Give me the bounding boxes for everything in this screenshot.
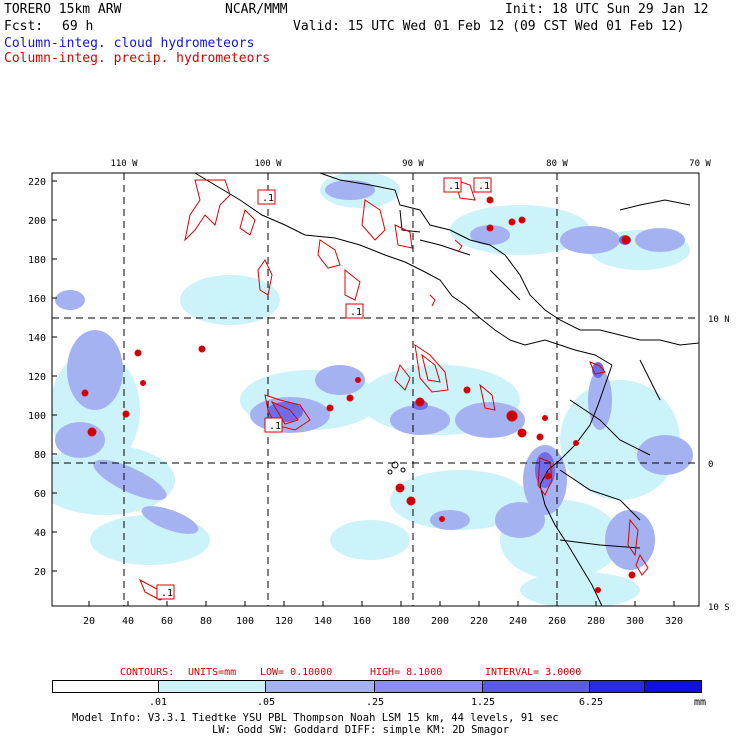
- x-tick-label: 320: [665, 616, 683, 627]
- colorbar-segment: [645, 681, 702, 692]
- colorbar: [52, 680, 702, 693]
- x-tick-label: 200: [431, 616, 449, 627]
- x-tick-label: 80: [200, 616, 212, 627]
- x-tick-label: 260: [548, 616, 566, 627]
- contour-label: .1: [478, 181, 490, 192]
- central-america-pacific-coast: [194, 172, 613, 366]
- contour-label: .1: [262, 193, 274, 204]
- colorbar-label: 1.25: [470, 697, 496, 708]
- country-border-3: [569, 399, 651, 456]
- colorbar-label: .25: [365, 697, 385, 708]
- contour-units: UNITS=mm: [188, 667, 237, 678]
- country-border-2: [489, 269, 521, 301]
- model-title: TORERO 15km ARW: [4, 2, 122, 17]
- contour-high: HIGH= 8.1000: [370, 667, 443, 678]
- lon-label: 100 W: [254, 159, 282, 169]
- galapagos-island-3: [387, 469, 393, 475]
- contour-label: .1: [448, 181, 460, 192]
- y-tick-label: 160: [28, 294, 46, 305]
- contour-label: .1: [350, 307, 362, 318]
- axis-ticks: [52, 180, 675, 606]
- contour-label: .1: [161, 588, 173, 599]
- y-tick-label: 60: [34, 489, 46, 500]
- x-tick-label: 140: [314, 616, 332, 627]
- x-tick-label: 220: [470, 616, 488, 627]
- x-tick-label: 180: [392, 616, 410, 627]
- y-tick-labels: 220 200 180 160 140 120 100 80 60 40 20: [28, 177, 46, 578]
- lat-label: 10 S: [708, 603, 730, 613]
- x-tick-label: 240: [509, 616, 527, 627]
- x-tick-label: 20: [83, 616, 95, 627]
- colorbar-label: .01: [148, 697, 168, 708]
- lon-label: 70 W: [689, 159, 711, 169]
- colorbar-segment: [482, 681, 591, 692]
- x-tick-label: 280: [587, 616, 605, 627]
- lat-label: 10 N: [708, 315, 730, 325]
- precip-field-title: Column-integ. precip. hydrometeors: [4, 51, 271, 66]
- colorbar-segment: [53, 681, 159, 692]
- country-border-6: [559, 539, 641, 549]
- precip-contours: [139, 179, 649, 601]
- model-info-line1: Model Info: V3.3.1 Tiedtke YSU PBL Thomp…: [72, 712, 559, 724]
- contour-info-label: CONTOURS:: [120, 667, 175, 678]
- y-tick-label: 140: [28, 333, 46, 344]
- colorbar-segment: [375, 681, 483, 692]
- galapagos-island-2: [400, 467, 406, 473]
- colorbar-segment: [266, 681, 376, 692]
- coastlines: [194, 172, 700, 607]
- country-border-4: [559, 469, 641, 521]
- lat-label: 0: [708, 460, 713, 470]
- valid-time: Valid: 15 UTC Wed 01 Feb 12 (09 CST Wed …: [293, 19, 685, 34]
- center-name: NCAR/MMM: [225, 2, 288, 17]
- longitude-labels: 110 W 100 W 90 W 80 W 70 W: [110, 159, 711, 169]
- latitude-labels: 10 N 0 10 S: [708, 315, 730, 613]
- y-tick-label: 120: [28, 372, 46, 383]
- lon-label: 80 W: [546, 159, 568, 169]
- x-tick-label: 160: [353, 616, 371, 627]
- contour-low: LOW= 0.10000: [260, 667, 333, 678]
- model-info-line2: LW: Godd SW: Goddard DIFF: simple KM: 2D…: [212, 724, 510, 736]
- colorbar-segment: [158, 681, 267, 692]
- caribbean-coast: [319, 172, 700, 346]
- forecast-label: Fcst:: [4, 19, 44, 34]
- latlon-grid: [52, 173, 699, 606]
- yucatan-border: [399, 209, 421, 233]
- init-time: Init: 18 UTC Sun 29 Jan 12: [505, 2, 709, 17]
- colorbar-label: 6.25: [578, 697, 604, 708]
- y-tick-label: 100: [28, 411, 46, 422]
- y-tick-label: 180: [28, 255, 46, 266]
- colorbar-unit: mm: [693, 697, 707, 708]
- forecast-hour: 69 h: [62, 19, 94, 34]
- x-tick-label: 100: [236, 616, 254, 627]
- y-tick-label: 220: [28, 177, 46, 188]
- south-america-pacific-coast: [539, 364, 613, 607]
- x-tick-label: 120: [275, 616, 293, 627]
- x-tick-label: 40: [122, 616, 134, 627]
- lon-label: 110 W: [110, 159, 138, 169]
- y-tick-label: 40: [34, 528, 46, 539]
- cloud-field-title: Column-integ. cloud hydrometeors: [4, 36, 255, 51]
- country-border-1: [419, 239, 471, 256]
- contour-interval: INTERVAL= 3.0000: [485, 667, 582, 678]
- contour-label: .1: [269, 421, 281, 432]
- cuba-coast: [619, 199, 691, 211]
- contour-label-boxes: [156, 177, 492, 600]
- country-border-5: [639, 359, 661, 401]
- y-tick-label: 20: [34, 567, 46, 578]
- plot-frame: [51, 172, 700, 607]
- x-tick-labels: 20 40 60 80 100 120 140 160 180 200 220 …: [83, 616, 683, 627]
- galapagos-island-1: [391, 461, 399, 469]
- colorbar-segment: [590, 681, 646, 692]
- x-tick-label: 60: [161, 616, 173, 627]
- lon-label: 90 W: [402, 159, 424, 169]
- colorbar-label: .05: [256, 697, 276, 708]
- y-tick-label: 80: [34, 450, 46, 461]
- precip-cells: [81, 196, 636, 593]
- x-tick-label: 300: [626, 616, 644, 627]
- cloud-shading: [52, 173, 693, 606]
- contour-label-texts: .1 .1 .1 .1 .1 .1: [161, 181, 490, 599]
- y-tick-label: 200: [28, 216, 46, 227]
